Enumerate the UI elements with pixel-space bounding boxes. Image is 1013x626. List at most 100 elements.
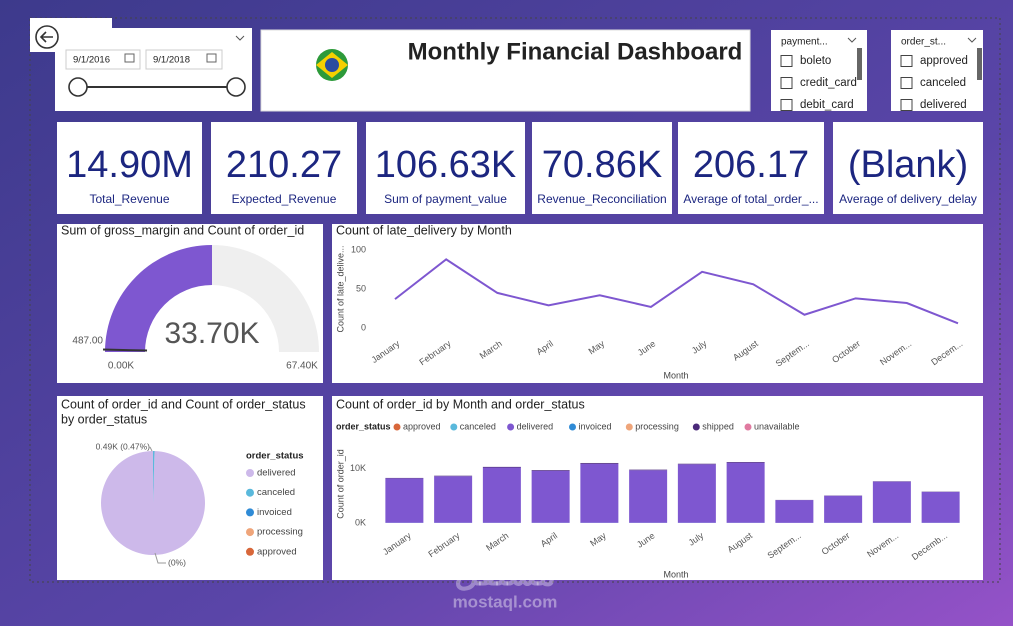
- legend-title: order_status: [336, 421, 391, 431]
- y-tick-label: 0: [361, 322, 366, 332]
- kpi-card: [532, 122, 672, 214]
- legend-marker: [246, 547, 254, 556]
- range-handle[interactable]: [226, 77, 246, 97]
- data-label: (0%): [168, 557, 186, 567]
- gauge-max-label: 67.40K: [286, 361, 318, 372]
- y-tick-label: 100: [351, 244, 366, 254]
- legend-marker: [246, 508, 254, 517]
- line: [394, 258, 959, 325]
- bar-segment: [824, 495, 863, 523]
- slicer-option: debit_card: [800, 99, 854, 111]
- card-clip: 206.17 Average of total_order_...: [683, 144, 818, 206]
- pie-slice: [100, 451, 205, 555]
- back-button[interactable]: [35, 25, 59, 49]
- legend-label: delivered: [257, 468, 296, 479]
- bar-segment: [726, 462, 765, 523]
- date-start: 9/1/2016: [73, 55, 110, 66]
- kpi-value: 210.27: [226, 144, 342, 186]
- legend-label: canceled: [257, 487, 295, 498]
- checkbox[interactable]: [780, 99, 793, 111]
- bar-segment: [629, 470, 668, 523]
- gauge-target-label: 487.00: [72, 336, 103, 347]
- legend-label: approved: [257, 546, 297, 557]
- calendar-icon: [206, 53, 217, 63]
- legend-marker: [246, 488, 254, 497]
- y-tick-label: 0K: [355, 517, 366, 527]
- kpi-label: Expected_Revenue: [232, 192, 337, 206]
- y-axis-title: Count of order_id: [335, 449, 345, 519]
- pie-slice: [153, 451, 155, 503]
- legend-label: delivered: [517, 421, 554, 431]
- kpi-label: Average of total_order_...: [683, 192, 818, 206]
- date-input[interactable]: [65, 49, 141, 70]
- legend-title: order_status: [246, 451, 304, 462]
- checkbox[interactable]: [900, 55, 913, 67]
- legend-marker: [393, 423, 401, 431]
- legend-label: shipped: [702, 421, 734, 431]
- legend-label: processing: [257, 527, 303, 538]
- range-handle[interactable]: [68, 77, 88, 97]
- legend-label: invoiced: [257, 507, 292, 518]
- slicer-title: order_st...: [901, 37, 946, 48]
- scrollbar: [857, 48, 862, 80]
- watermark: mostaql.com: [453, 592, 558, 611]
- legend-marker: [246, 528, 254, 537]
- legend-marker: [569, 423, 576, 431]
- legend-marker: [246, 469, 254, 477]
- legend-label: processing: [635, 421, 679, 431]
- kpi-value: (Blank): [848, 144, 968, 186]
- legend-marker: [692, 423, 700, 431]
- checkbox[interactable]: [780, 55, 793, 67]
- chart-title: Count of order_id by Month and order_sta…: [336, 397, 585, 411]
- date-input[interactable]: [145, 49, 223, 70]
- y-tick-label: 50: [356, 283, 366, 293]
- slicer-content: payment... boleto credit_card debit_card: [780, 37, 862, 111]
- chart-title: Count of order_id and Count of order_sta…: [61, 397, 306, 411]
- pie-slice: [153, 451, 155, 503]
- legend-label: unavailable: [754, 421, 800, 431]
- slicer-option: approved: [920, 55, 968, 67]
- leader-line: [154, 552, 166, 564]
- kpi-card: [366, 122, 525, 214]
- chevron: [235, 35, 245, 41]
- x-axis-title: Month: [663, 569, 688, 579]
- pie-slice: [153, 451, 155, 503]
- selection-border: [29, 17, 1001, 583]
- slicer-content: order_st... approved canceled delivered: [900, 37, 982, 111]
- chevron: [847, 37, 857, 43]
- bar-segment: [726, 462, 765, 463]
- slicer-option: canceled: [920, 77, 966, 89]
- checkbox[interactable]: [780, 77, 793, 89]
- kpi-value: 70.86K: [542, 144, 662, 186]
- checkbox[interactable]: [900, 77, 913, 89]
- gauge-value: [105, 245, 212, 352]
- watermark: مستقل: [454, 555, 556, 593]
- slicer-option: boleto: [800, 55, 831, 67]
- bar-segment: [531, 470, 570, 471]
- kpi-card: [57, 122, 202, 214]
- kpi-card: [211, 122, 357, 214]
- kpi-label: Average of delivery_delay: [839, 192, 977, 206]
- logo: [312, 45, 352, 85]
- bar-segment: [580, 462, 619, 464]
- legend-marker: [450, 423, 458, 431]
- data-label: 0.49K (0.47%): [96, 441, 151, 451]
- bar-segment: [629, 469, 668, 471]
- kpi-value: 106.63K: [375, 144, 517, 186]
- kpi-label: Total_Revenue: [89, 192, 169, 206]
- bar-segment: [434, 476, 473, 523]
- payment-slicer: [771, 30, 867, 111]
- bar-segment: [385, 478, 424, 523]
- kpi-card: [833, 122, 983, 214]
- bar-segment: [921, 491, 960, 523]
- y-axis-title: Count of late_delive...: [335, 245, 345, 332]
- gauge-min-label: 0.00K: [108, 361, 134, 372]
- checkbox[interactable]: [900, 99, 913, 111]
- kpi-card: [678, 122, 824, 214]
- chart-title: by order_status: [61, 412, 147, 426]
- bar-segment: [482, 467, 521, 523]
- bar-segment: [872, 481, 911, 523]
- bar-segment: [482, 466, 521, 468]
- scrollbar: [977, 48, 982, 80]
